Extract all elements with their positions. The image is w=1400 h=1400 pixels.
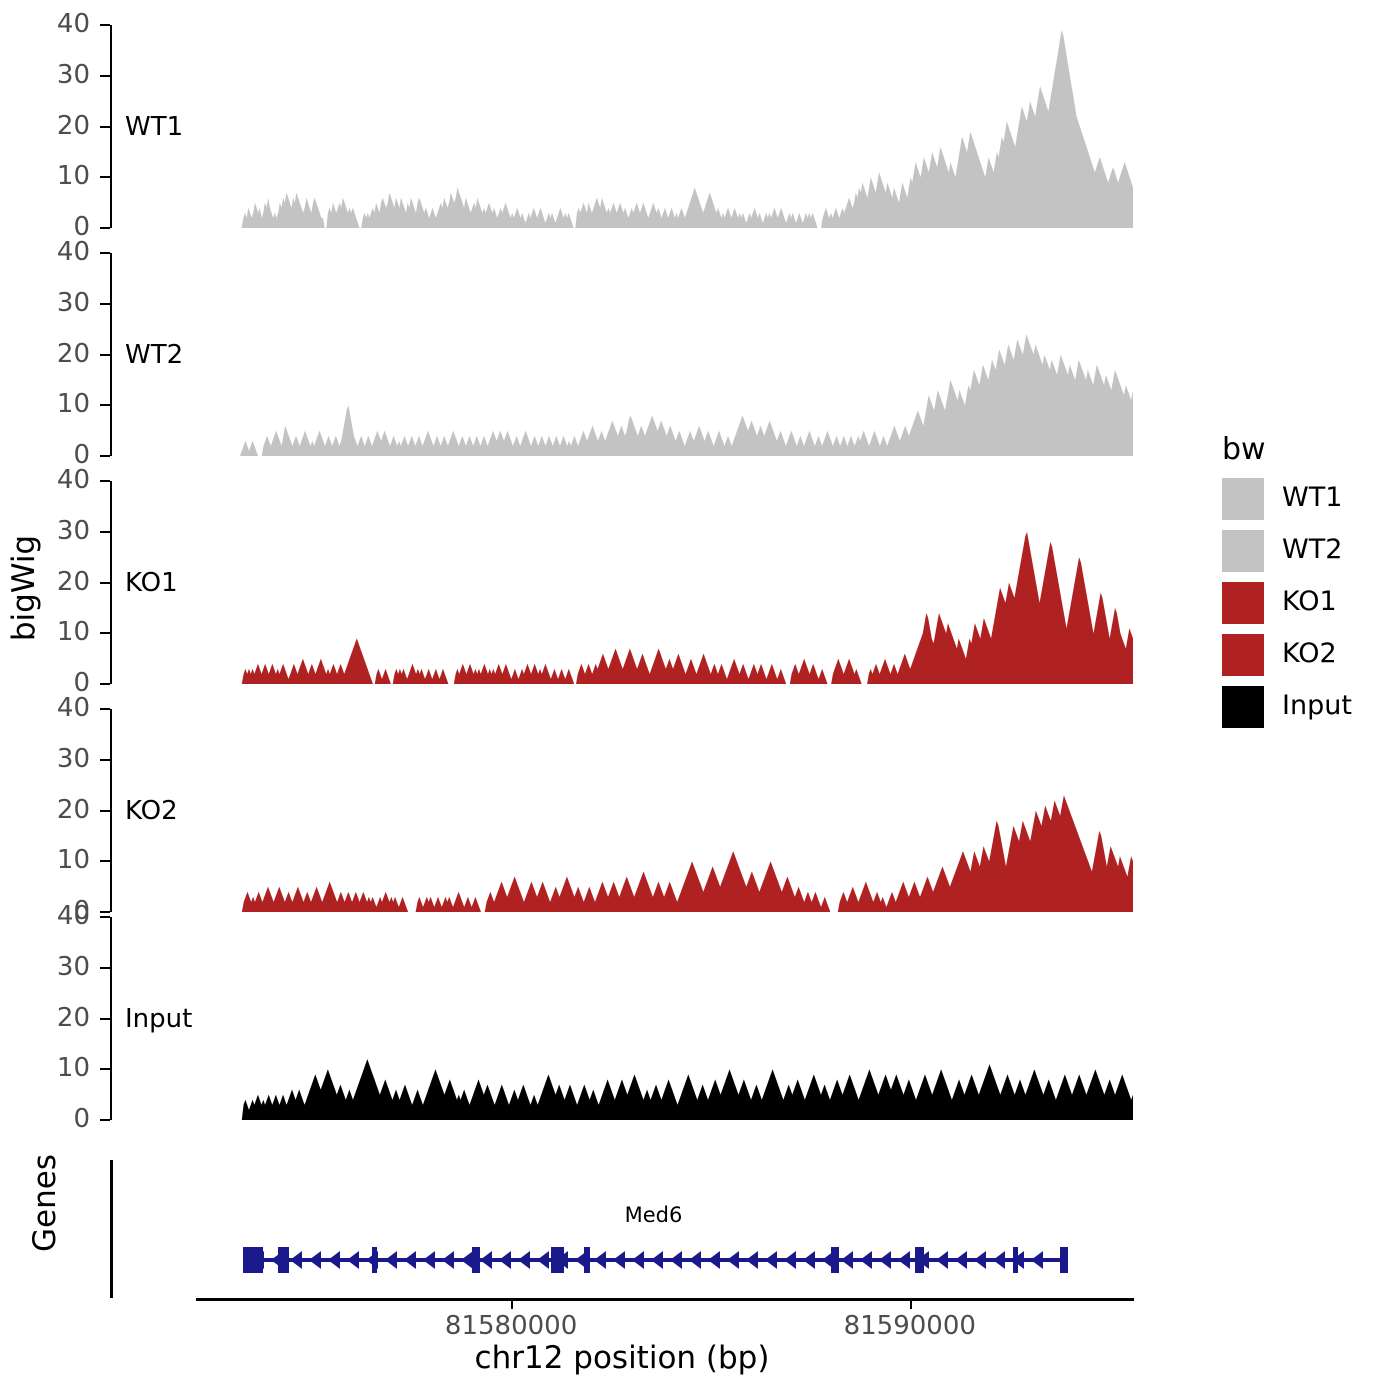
y-axis-tick-label: 10 <box>56 617 90 648</box>
y-axis-tick-label: 0 <box>73 896 90 926</box>
y-axis-tick <box>100 455 110 457</box>
x-axis-tick-label: 81580000 <box>444 1311 578 1341</box>
bigwig-panel-wt2: 0 10 20 30 40 WT2 <box>0 239 1180 468</box>
bigwig-panel-ko1: 0 10 20 30 40 KO1 <box>0 467 1180 696</box>
track-label-input: Input <box>125 1003 193 1034</box>
legend-item-ko2[interactable]: KO2 <box>1222 634 1400 682</box>
y-axis-tick-label: 40 <box>56 9 90 39</box>
y-axis-tick-label: 20 <box>56 338 90 369</box>
y-axis-tick-label: 40 <box>56 465 90 495</box>
y-axis-tick-label: 20 <box>56 1002 90 1033</box>
y-axis-tick <box>100 125 110 128</box>
track-label-ko1: KO1 <box>125 567 178 598</box>
gene-label: Med6 <box>624 1203 683 1227</box>
y-axis-tick <box>100 404 110 407</box>
y-axis-tick <box>100 966 110 969</box>
track-label-ko2: KO2 <box>125 795 178 826</box>
y-axis-tick-label: 0 <box>73 212 90 242</box>
x-axis-tick-label: 81590000 <box>843 1311 976 1341</box>
legend-swatch <box>1222 634 1264 676</box>
legend-label: Input <box>1282 690 1352 721</box>
y-axis-tick-label: 40 <box>56 693 90 723</box>
y-axis-tick <box>100 1119 110 1121</box>
y-axis-tick-label: 40 <box>56 237 90 267</box>
y-axis-tick <box>100 74 110 77</box>
y-axis-tick <box>100 1017 110 1020</box>
wig-area-wt1 <box>240 30 1133 228</box>
legend-swatch <box>1222 478 1264 520</box>
y-axis-tick <box>100 24 110 26</box>
y-axis-tick <box>100 860 110 863</box>
bigwig-panel-wt1: 0 10 20 30 40 WT1 <box>0 11 1180 240</box>
genes-panel: Med6 <box>0 1155 1180 1300</box>
y-axis-tick-label: 20 <box>56 566 90 597</box>
y-axis-tick-label: 0 <box>73 440 90 470</box>
y-axis-tick-label: 40 <box>56 901 90 931</box>
y-axis-tick-label: 30 <box>56 59 90 90</box>
y-axis-tick-label: 10 <box>56 161 90 192</box>
y-axis-tick <box>100 480 110 482</box>
y-axis-line <box>110 917 112 1120</box>
legend-swatch <box>1222 686 1264 728</box>
legend-item-wt1[interactable]: WT1 <box>1222 478 1400 526</box>
y-axis-tick-label: 20 <box>56 110 90 141</box>
x-axis-tick <box>511 1298 514 1309</box>
y-axis-tick-label: 0 <box>73 668 90 698</box>
bigwig-panel-ko2: 0 10 20 30 40 KO2 <box>0 695 1180 924</box>
y-axis-tick <box>100 581 110 584</box>
legend-label: WT1 <box>1282 482 1343 513</box>
legend-item-ko1[interactable]: KO1 <box>1222 582 1400 630</box>
gene-model-svg <box>243 1247 1068 1273</box>
x-axis-title: chr12 position (bp) <box>474 1340 770 1376</box>
y-axis-tick <box>100 302 110 305</box>
y-axis-tick-label: 30 <box>56 743 90 774</box>
y-axis-tick-label: 0 <box>73 1104 90 1134</box>
y-axis-tick <box>100 758 110 761</box>
y-axis-tick-label: 10 <box>56 1053 90 1084</box>
y-axis-tick <box>100 809 110 812</box>
y-axis-tick-label: 20 <box>56 794 90 825</box>
y-axis-tick <box>100 252 110 254</box>
legend-swatch <box>1222 582 1264 624</box>
y-axis-tick-label: 10 <box>56 389 90 420</box>
y-axis-tick <box>100 353 110 356</box>
y-axis-line <box>110 25 112 228</box>
track-label-wt2: WT2 <box>125 339 184 370</box>
y-axis-tick <box>100 708 110 710</box>
wig-area-wt2 <box>240 334 1133 456</box>
legend-item-wt2[interactable]: WT2 <box>1222 530 1400 578</box>
y-axis-tick <box>100 227 110 229</box>
legend-swatch <box>1222 530 1264 572</box>
legend-item-input[interactable]: Input <box>1222 686 1400 734</box>
y-axis-line <box>110 709 112 912</box>
wig-area-input <box>240 1059 1133 1120</box>
legend-label: KO1 <box>1282 586 1337 617</box>
wig-area-ko1 <box>240 531 1133 684</box>
y-axis-tick <box>100 683 110 685</box>
y-axis-tick-label: 10 <box>56 845 90 876</box>
wig-area-ko2 <box>240 795 1133 912</box>
legend-title: bw <box>1222 432 1266 467</box>
y-axis-tick <box>100 176 110 179</box>
y-axis-tick-label: 30 <box>56 515 90 546</box>
genes-axis-line <box>110 1160 113 1298</box>
y-axis-tick <box>100 1068 110 1071</box>
y-axis-tick-label: 30 <box>56 951 90 982</box>
bigwig-panel-input: 0 10 20 30 40 Input <box>0 903 1180 1132</box>
y-axis-tick <box>100 916 110 918</box>
y-axis-line <box>110 253 112 456</box>
legend-label: WT2 <box>1282 534 1343 565</box>
y-axis-tick-label: 30 <box>56 287 90 318</box>
track-label-wt1: WT1 <box>125 111 184 142</box>
y-axis-line <box>110 481 112 684</box>
legend-label: KO2 <box>1282 638 1337 669</box>
x-axis-line <box>196 1298 1134 1301</box>
y-axis-tick <box>100 632 110 635</box>
y-axis-tick <box>100 911 110 913</box>
y-axis-tick <box>100 530 110 533</box>
x-axis-tick <box>909 1298 912 1309</box>
